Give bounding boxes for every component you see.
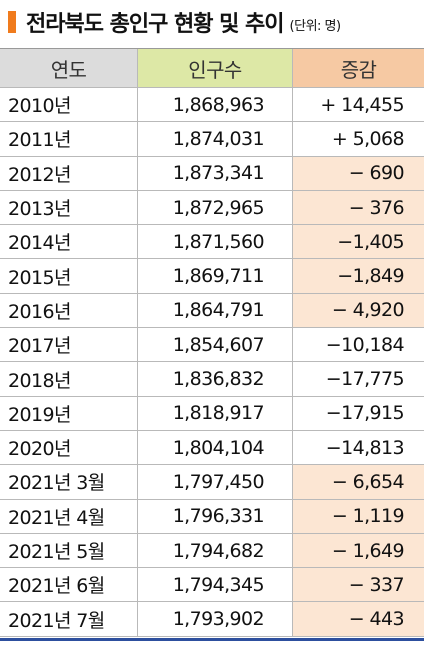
header-row: 연도 인구수 증감: [0, 48, 424, 88]
table-row: 2013년 1,872,965− 376: [0, 190, 424, 226]
year-cell: 2021년 3월: [0, 465, 138, 499]
title-bar: 전라북도 총인구 현황 및 추이 (단위: 명): [0, 0, 424, 44]
change-cell: −17,915: [325, 402, 405, 425]
bottom-rule: [0, 638, 424, 641]
population-cell: 1,794,345: [138, 568, 293, 602]
population-cell: 1,804,104: [138, 430, 293, 465]
year-cell: 2015년: [0, 259, 138, 293]
population-cell: 1,874,031: [138, 122, 293, 156]
change-cell: − 337: [293, 568, 424, 602]
column-header: 인구수: [138, 49, 293, 87]
unit: (단위: 명): [289, 18, 342, 34]
table-row: 2021년 4월 1,796,331− 1,119: [0, 499, 424, 534]
table-row: 2019년 1,818,917 −17,915: [0, 396, 424, 431]
table-row: 2021년 7월 1,793,902− 443: [0, 602, 424, 637]
population-cell: 1,872,965: [138, 190, 293, 225]
year-cell: 2021년 6월: [0, 568, 138, 602]
year-cell: 2021년 7월: [0, 602, 138, 636]
table-row: 2015년 1,869,711 −1,849: [0, 259, 424, 294]
year-cell: 2011년: [0, 122, 138, 156]
change-cell: − 1,119: [293, 499, 424, 533]
table-row: 2014년 1,871,560 −1,405: [0, 225, 424, 260]
year-cell: 2021년 4월: [0, 499, 138, 533]
population-cell: 1,794,682: [138, 533, 293, 568]
population-cell: 1,793,902: [138, 602, 293, 636]
change-cell: −1,849: [293, 259, 424, 293]
year-cell: 2021년 5월: [0, 533, 138, 568]
change-cell: − 443: [293, 602, 424, 636]
table-row: 2021년 6월 1,794,345− 337: [0, 568, 424, 603]
change-cell: − 4,920: [293, 293, 424, 328]
population-cell: 1,873,341: [138, 156, 293, 190]
year-cell: 2010년: [0, 88, 138, 122]
population-cell: 1,797,450: [138, 465, 293, 499]
year-cell: 2016년: [0, 293, 138, 328]
change-cell: −1,405: [293, 225, 424, 259]
table-row: 2018년 1,836,832 −17,775: [0, 362, 424, 397]
population-cell: 1,854,607: [138, 328, 293, 362]
change-cell: − 376: [293, 190, 424, 225]
column-header: 증감: [293, 49, 424, 87]
table: 연도 인구수 증감 2010년 1,868,963 + 14,455 2011년 1,8…: [0, 48, 424, 637]
title-icon: [8, 11, 16, 33]
table-row: 2020년 1,804,104 −14,813: [0, 430, 424, 466]
year-cell: 2012년: [0, 156, 138, 190]
population-cell: 1,868,963: [138, 88, 293, 122]
change-cell: + 5,068: [331, 127, 405, 150]
population-cell: 1,818,917: [138, 396, 293, 430]
change-cell: − 690: [293, 156, 424, 190]
table-row: 2012년 1,873,341− 690: [0, 156, 424, 191]
change-cell: + 14,455: [320, 93, 404, 116]
year-cell: 2018년: [0, 362, 138, 396]
title: 전라북도 총인구 현황 및 추이: [26, 12, 285, 37]
table-row: 2010년 1,868,963 + 14,455: [0, 88, 424, 123]
year-cell: 2014년: [0, 225, 138, 259]
population-cell: 1,836,832: [138, 362, 293, 396]
change-cell: −14,813: [325, 436, 405, 459]
year-cell: 2019년: [0, 396, 138, 430]
table-row: 2011년 1,874,031 + 5,068: [0, 122, 424, 157]
table-row: 2021년 3월 1,797,450− 6,654: [0, 465, 424, 500]
population-cell: 1,864,791: [138, 293, 293, 328]
table-row: 2021년 5월 1,794,682− 1,649: [0, 533, 424, 569]
population-cell: 1,869,711: [138, 259, 293, 293]
population-cell: 1,871,560: [138, 225, 293, 259]
year-cell: 2017년: [0, 328, 138, 362]
change-cell: − 6,654: [293, 465, 424, 499]
change-cell: −10,184: [325, 333, 405, 356]
population-cell: 1,796,331: [138, 499, 293, 533]
year-cell: 2013년: [0, 190, 138, 225]
column-header: 연도: [0, 49, 138, 87]
table-row: 2017년 1,854,607 −10,184: [0, 328, 424, 363]
change-cell: − 1,649: [293, 533, 424, 568]
table-row: 2016년 1,864,791− 4,920: [0, 293, 424, 329]
year-cell: 2020년: [0, 430, 138, 465]
change-cell: −17,775: [325, 368, 405, 391]
